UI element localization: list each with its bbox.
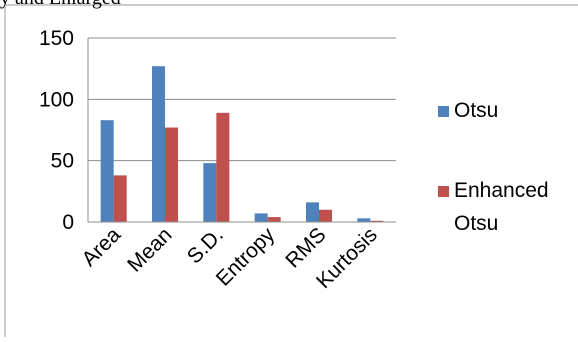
bars xyxy=(100,66,384,222)
legend-label: Otsu xyxy=(454,212,498,235)
bar-enhanced-otsu-rms xyxy=(319,209,332,222)
x-tick-label: Area xyxy=(78,223,126,271)
bar-enhanced-otsu-kurtosis xyxy=(370,220,384,222)
bar-enhanced-otsu-sd xyxy=(216,112,230,222)
bar-enhanced-otsu-area xyxy=(113,175,127,222)
y-tick-label: 150 xyxy=(39,27,74,50)
bar-enhanced-otsu-entropy xyxy=(267,217,281,222)
x-tick-label: Entropy xyxy=(212,223,280,291)
legend-swatch xyxy=(438,186,449,197)
y-tick-label: 100 xyxy=(39,88,74,111)
legend-label: Enhanced xyxy=(454,179,549,202)
y-axis: 0 50 100 150 xyxy=(39,27,89,234)
x-tick-label: Mean xyxy=(123,223,176,276)
legend-swatch xyxy=(438,106,449,117)
y-tick-label: 50 xyxy=(51,150,74,173)
y-tick-label: 0 xyxy=(62,211,74,234)
bar-otsu-entropy xyxy=(254,213,268,222)
bar-otsu-mean xyxy=(152,66,165,222)
bar-otsu-area xyxy=(100,120,114,222)
bar-otsu-rms xyxy=(306,202,319,222)
x-tick-label: S.D. xyxy=(183,223,228,268)
bar-otsu-sd xyxy=(203,163,217,222)
legend: Otsu Enhanced Otsu xyxy=(438,99,549,235)
caption-fragment: y and Enlarged xyxy=(0,0,121,10)
bar-otsu-kurtosis xyxy=(357,218,371,222)
bar-enhanced-otsu-mean xyxy=(165,127,178,222)
gridlines xyxy=(88,37,396,223)
legend-label: Otsu xyxy=(454,99,498,122)
